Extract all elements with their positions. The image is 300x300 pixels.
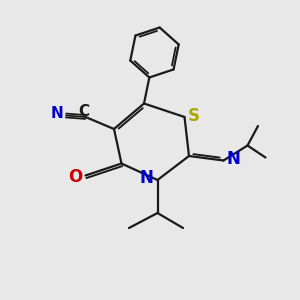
Text: N: N (139, 169, 153, 187)
Text: S: S (188, 106, 200, 124)
Text: N: N (51, 106, 64, 122)
Text: C: C (78, 104, 90, 119)
Text: O: O (68, 168, 82, 186)
Text: N: N (226, 150, 240, 168)
